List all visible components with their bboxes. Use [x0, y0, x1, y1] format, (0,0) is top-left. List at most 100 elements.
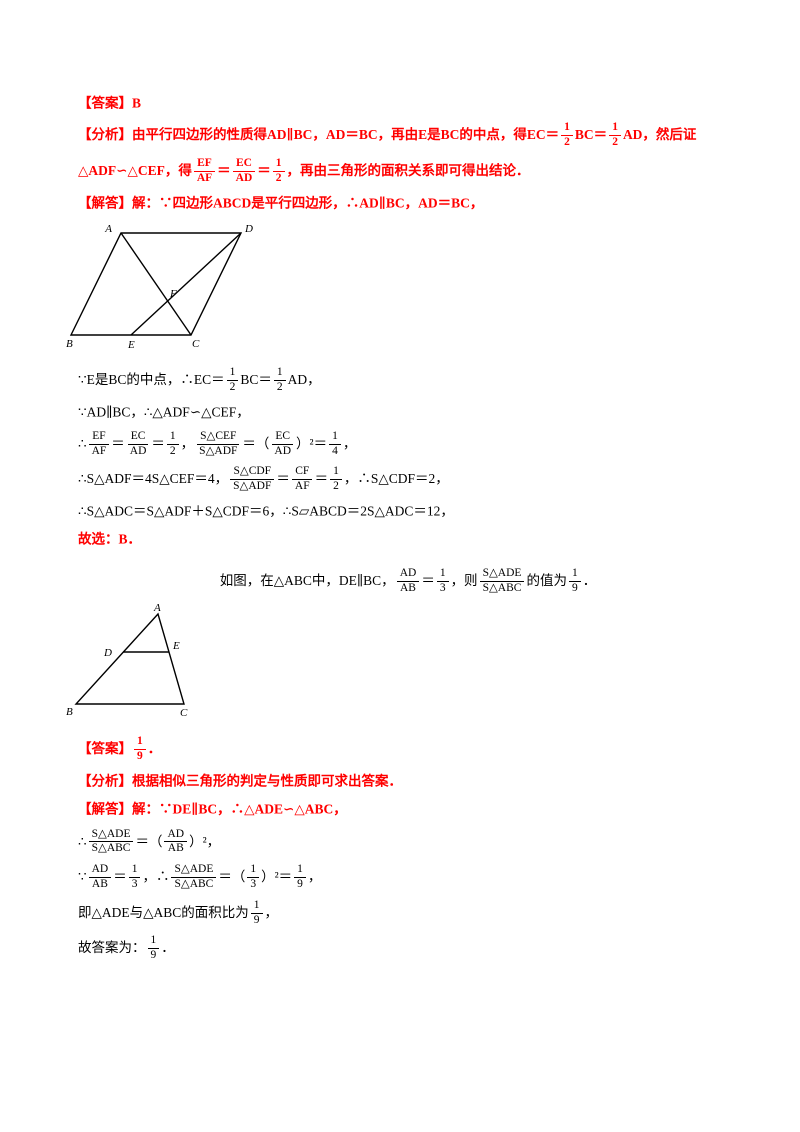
answer-line-1: 【答案】B [78, 93, 738, 114]
choose-line: 故选：B． [78, 529, 738, 550]
work2-line-3: 即△ADE与△ABC的面积比为 1 9， [78, 899, 738, 928]
fraction: AD AB [396, 567, 420, 596]
fraction: EF AF [89, 430, 110, 459]
work-line-5: ∴S△ADC＝S△ADF＋S△CDF＝6，∴S▱ABCD＝2S△ADC＝12， [78, 501, 738, 522]
fraction: EC AD [232, 157, 256, 186]
text-run: ∴ [78, 833, 87, 849]
text-run: ∴S△ADC＝S△ADF＋S△CDF＝6，∴S▱ABCD＝2S△ADC＝12， [78, 503, 454, 519]
text-run: ＝（ [218, 869, 246, 885]
figure-label: A [104, 223, 112, 235]
figure-label: B [66, 338, 73, 350]
triangle-outline [74, 612, 185, 706]
problem1-work-lines: ∵E是BC的中点，∴EC＝ 1 2 BC＝ 1 2 AD， ∵AD∥BC，∴△ADF∽△CEF… [78, 366, 738, 551]
work2-line-4: 故答案为： 1 9 ． [78, 934, 738, 963]
problem2-work-lines: 【答案】 1 9 ．【分析】根据相似三角形的判定与性质即可求出答案． 【解答】解：∵DE… [78, 735, 738, 963]
fraction: S△ADE S△ABC [479, 567, 525, 596]
work2-line-1: ∴ S△ADE S△ABC ＝（ AD AB ）²， [78, 828, 738, 857]
fraction: S△CDF S△ADF [230, 465, 275, 494]
text-run: ＝（ [135, 833, 163, 849]
solution-head-2: 【解答】解：∵DE∥BC，∴△ADE∽△ABC， [78, 799, 738, 820]
analysis-line-2: 【分析】根据相似三角形的判定与性质即可求出答案． [78, 771, 738, 792]
text-run: 故答案为： [78, 940, 146, 956]
text-run: ＝ [111, 435, 125, 451]
text-run: 【解答】解：∵四边形ABCD是平行四边形，∴AD∥BC，AD＝BC， [78, 194, 484, 210]
figure-label: F [169, 288, 177, 300]
text-run: 故选：B． [78, 531, 142, 547]
problem1-top-lines: 【答案】B 【分析】由平行四边形的性质得AD∥BC，AD＝BC，再由E是BC的中点… [78, 93, 738, 214]
cevian-DE [130, 232, 242, 336]
text-run: ． [147, 741, 162, 757]
fraction: AD AB [88, 863, 112, 892]
figure-label: C [180, 707, 188, 719]
text-run: ，再由三角形的面积关系即可得出结论． [286, 162, 530, 178]
work-line-1: ∵E是BC的中点，∴EC＝ 1 2 BC＝ 1 2 AD， [78, 366, 738, 395]
text-run: ）²＝ [296, 435, 328, 451]
text-run: ＝ [257, 162, 271, 178]
work2-line-2: ∵ AD AB ＝ 1 3 ，∴ S△ADE S△ABC ＝（ 1 3 ）²＝ 1 9， [78, 863, 738, 892]
fraction: EC AD [271, 430, 294, 459]
text-run: 的值为 [526, 572, 567, 588]
text-run: ， [264, 904, 279, 920]
figure-label: E [172, 640, 180, 652]
text-run: ＝（ [242, 435, 270, 451]
text-run: ∵AD∥BC，∴△ADF∽△CEF， [78, 403, 250, 419]
parallelogram-figure-svg: A D B E C F [66, 223, 253, 351]
text-run: ＝ [276, 471, 290, 487]
work-line-4: ∴S△ADF＝4S△CEF＝4， S△CDF S△ADF ＝ CF AF ＝ 1 2 ，∴S△CD… [78, 465, 738, 494]
fraction: AD AB [164, 828, 188, 857]
text-run: ∴ [78, 435, 87, 451]
solution-head-1: 【解答】解：∵四边形ABCD是平行四边形，∴AD∥BC，AD＝BC， [78, 193, 738, 214]
text-run: ＝ [217, 162, 231, 178]
answer-line-2: 【答案】 1 9 ． [78, 735, 738, 764]
text-run: 即△ADE与△ABC的面积比为 [78, 904, 249, 920]
text-run: 【答案】 [78, 741, 132, 757]
text-run: AD， [287, 371, 321, 387]
text-run: ， [342, 435, 357, 451]
analysis-line-1b: △ADF∽△CEF，得 EF AF ＝ EC AD ＝ 1 2 ，再由三角形的面积关系即可得出结论… [78, 157, 738, 186]
figure-label: D [244, 223, 253, 235]
text-run: ，∴ [142, 869, 170, 885]
figure-triangle: A D E B C [66, 602, 738, 727]
figure-label: E [127, 339, 135, 351]
triangle-figure-svg: A D E B C [66, 602, 188, 719]
fraction: S△ADE S△ABC [171, 863, 217, 892]
problem2-statement: 如图，在△ABC中，DE∥BC， AD AB ＝ 1 3 ，则 S△ADE S△ABC 的值为 1 9… [78, 567, 738, 596]
text-run: ， [307, 869, 322, 885]
figure-parallelogram: A D B E C F [66, 221, 738, 358]
text-run: BC＝ [240, 371, 272, 387]
text-run: ， [180, 435, 195, 451]
text-run: ，则 [450, 572, 478, 588]
fraction: EC AD [127, 430, 150, 459]
fraction: CF AF [292, 465, 313, 494]
text-run: ＝ [113, 869, 127, 885]
text-run: 【解答】解：∵DE∥BC，∴△ADE∽△ABC， [78, 801, 347, 817]
text-run: ＝ [421, 572, 435, 588]
figure-label: B [66, 706, 73, 718]
figure-label: D [103, 647, 112, 659]
text-run: ∵ [78, 869, 87, 885]
text-run: ． [161, 940, 175, 956]
work-line-3: ∴ EF AF ＝ EC AD ＝ 1 2， S△CEF S△ADF ＝（ EC AD ）²＝ 1 4， [78, 430, 738, 459]
text-run: ）²， [189, 833, 221, 849]
figure-label: C [192, 338, 200, 350]
fraction: S△CEF S△ADF [196, 430, 240, 459]
text-run: ＝ [151, 435, 165, 451]
work-line-2: ∵AD∥BC，∴△ADF∽△CEF， [78, 402, 738, 423]
text-run: ，∴S△CDF＝2， [343, 471, 449, 487]
diagonal-AC [120, 232, 192, 336]
text-run: AD，然后证 [622, 127, 697, 143]
text-run: BC＝ [574, 127, 608, 143]
